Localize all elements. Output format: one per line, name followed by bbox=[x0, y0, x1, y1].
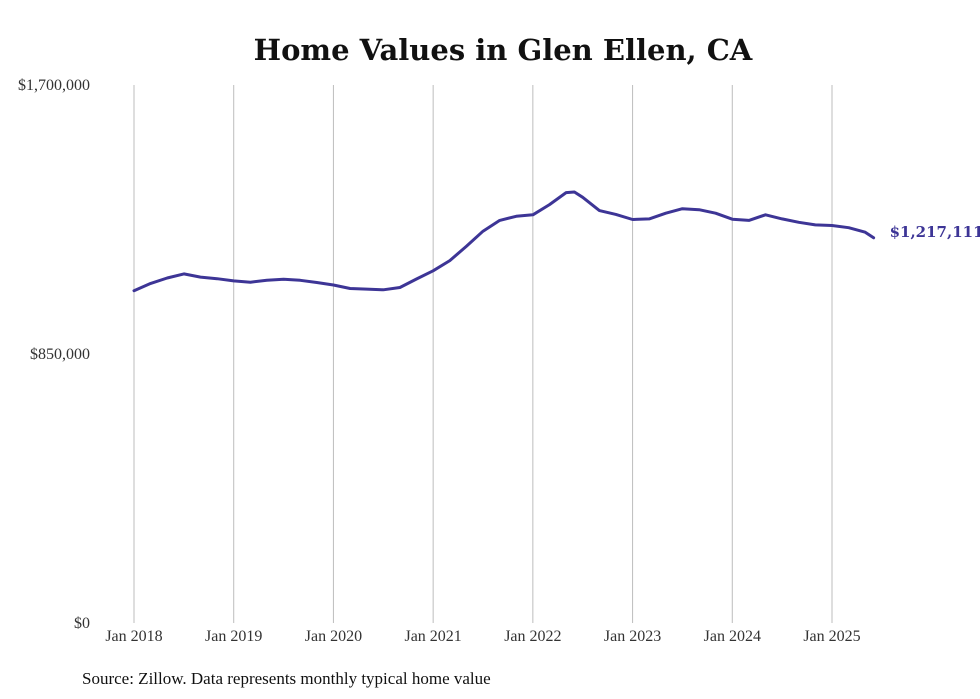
x-tick-label: Jan 2018 bbox=[105, 628, 162, 645]
x-tick-label: Jan 2019 bbox=[205, 628, 262, 645]
y-tick-label: $850,000 bbox=[30, 346, 90, 363]
y-axis-ticks: $0 $850,000 $1,700,000 bbox=[18, 77, 90, 632]
end-value-label: $1,217,111 bbox=[890, 223, 980, 241]
y-tick-label: $0 bbox=[74, 615, 90, 632]
x-tick-label: Jan 2020 bbox=[305, 628, 362, 645]
x-axis-ticks: Jan 2018 Jan 2019 Jan 2020 Jan 2021 Jan 2022… bbox=[105, 628, 860, 645]
chart-title: Home Values in Glen Ellen, CA bbox=[254, 33, 753, 67]
x-tick-label: Jan 2021 bbox=[404, 628, 461, 645]
x-tick-label: Jan 2025 bbox=[803, 628, 860, 645]
gridlines bbox=[133, 85, 833, 623]
x-tick-label: Jan 2022 bbox=[504, 628, 561, 645]
x-tick-label: Jan 2024 bbox=[704, 628, 761, 645]
x-tick-label: Jan 2023 bbox=[604, 628, 661, 645]
source-note: Source: Zillow. Data represents monthly … bbox=[82, 669, 491, 688]
y-tick-label: $1,700,000 bbox=[18, 77, 90, 94]
series-line-0 bbox=[132, 190, 876, 293]
series-layer: $1,217,111 bbox=[132, 190, 980, 293]
